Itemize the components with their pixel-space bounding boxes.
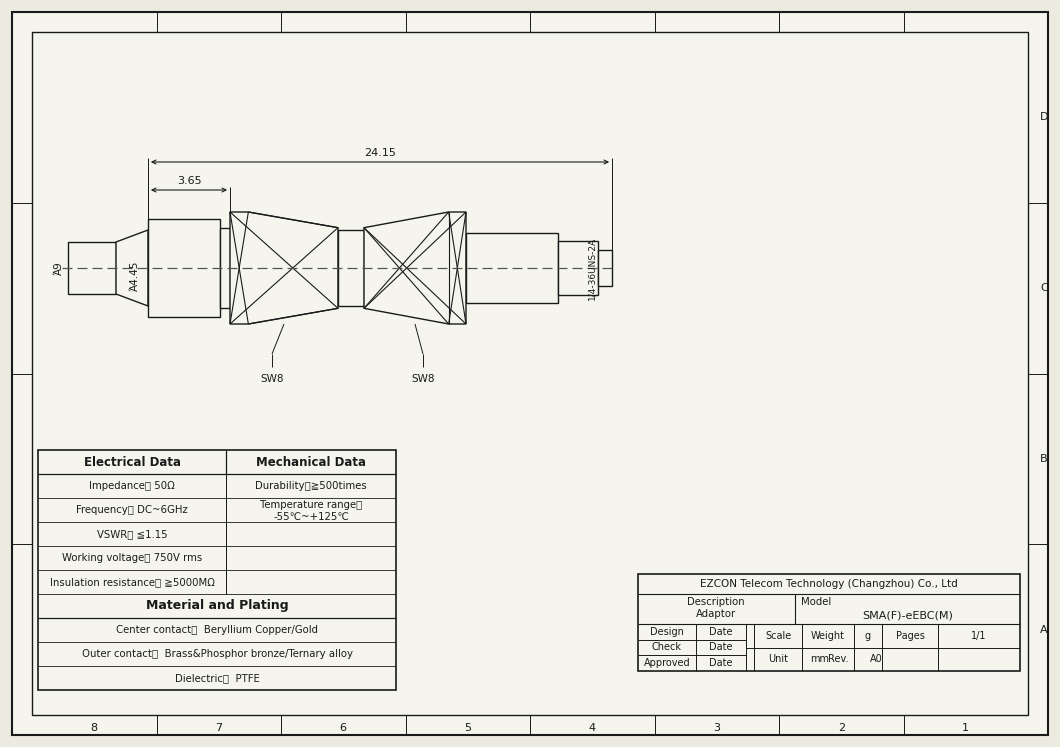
Polygon shape (364, 212, 466, 324)
Text: 8: 8 (91, 723, 98, 733)
Text: 3: 3 (713, 723, 720, 733)
Text: 5: 5 (464, 723, 472, 733)
Bar (148, 219, 220, 317)
Text: mm: mm (811, 654, 830, 664)
Text: SW8: SW8 (411, 374, 435, 384)
Text: Model: Model (800, 597, 831, 607)
Text: 7: 7 (215, 723, 223, 733)
Text: Weight: Weight (811, 630, 845, 641)
Bar (68, 242, 116, 294)
Bar (558, 241, 598, 295)
Text: 4: 4 (588, 723, 596, 733)
Text: 2: 2 (837, 723, 845, 733)
Text: 1: 1 (962, 723, 969, 733)
Text: 6: 6 (340, 723, 347, 733)
Text: 24.15: 24.15 (364, 148, 396, 158)
Text: 1/4-36UNS-2A: 1/4-36UNS-2A (587, 237, 597, 300)
Polygon shape (116, 230, 148, 306)
Text: Date: Date (709, 658, 732, 668)
Text: Working voltage： 750V rms: Working voltage： 750V rms (61, 553, 202, 563)
Polygon shape (230, 212, 338, 324)
Text: C: C (1040, 283, 1048, 293)
Text: Frequency： DC~6GHz: Frequency： DC~6GHz (76, 505, 188, 515)
Bar (638, 574, 1020, 671)
Text: Date: Date (709, 642, 732, 652)
Text: Approved: Approved (643, 658, 690, 668)
Text: D: D (1040, 112, 1048, 123)
Text: 3.65: 3.65 (177, 176, 201, 186)
Text: Material and Plating: Material and Plating (145, 600, 288, 613)
Text: VSWR： ≦1.15: VSWR： ≦1.15 (96, 529, 167, 539)
Text: Description: Description (688, 597, 745, 607)
Text: EZCON Telecom Technology (Changzhou) Co., Ltd: EZCON Telecom Technology (Changzhou) Co.… (700, 579, 958, 589)
Text: A: A (1040, 624, 1048, 635)
Text: Dielectric：  PTFE: Dielectric： PTFE (175, 673, 260, 683)
Text: Outer contact：  Brass&Phosphor bronze/Ternary alloy: Outer contact： Brass&Phosphor bronze/Ter… (82, 649, 353, 659)
Text: 1/1: 1/1 (971, 630, 987, 641)
Text: g: g (865, 630, 871, 641)
Text: Impedance： 50Ω: Impedance： 50Ω (89, 481, 175, 491)
Bar (598, 250, 612, 286)
Bar (220, 228, 230, 308)
Text: B: B (1040, 454, 1048, 464)
Text: Temperature range：: Temperature range： (260, 500, 363, 510)
Text: Pages: Pages (896, 630, 924, 641)
Text: A0: A0 (869, 654, 882, 664)
Text: Mechanical Data: Mechanical Data (257, 456, 366, 468)
Text: Design: Design (650, 627, 684, 637)
Text: Insulation resistance： ≧5000MΩ: Insulation resistance： ≧5000MΩ (50, 577, 214, 587)
Bar (38, 450, 396, 690)
Text: Adaptor: Adaptor (696, 609, 737, 619)
Text: -55℃~+125℃: -55℃~+125℃ (273, 512, 349, 522)
Text: Durability：≧500times: Durability：≧500times (255, 481, 367, 491)
Text: Rev.: Rev. (828, 654, 848, 664)
Text: Check: Check (652, 642, 682, 652)
Text: Center contact：  Beryllium Copper/Gold: Center contact： Beryllium Copper/Gold (116, 625, 318, 635)
Text: Scale: Scale (765, 630, 791, 641)
Text: Ά9: Ά9 (54, 261, 64, 275)
Text: Ά4.45: Ά4.45 (130, 261, 140, 291)
Bar (338, 230, 364, 306)
Text: SMA(F)-eEBC(M): SMA(F)-eEBC(M) (862, 610, 953, 620)
Bar (466, 233, 558, 303)
Text: SW8: SW8 (261, 374, 284, 384)
Text: Electrical Data: Electrical Data (84, 456, 180, 468)
Text: Date: Date (709, 627, 732, 637)
Text: Unit: Unit (768, 654, 788, 664)
